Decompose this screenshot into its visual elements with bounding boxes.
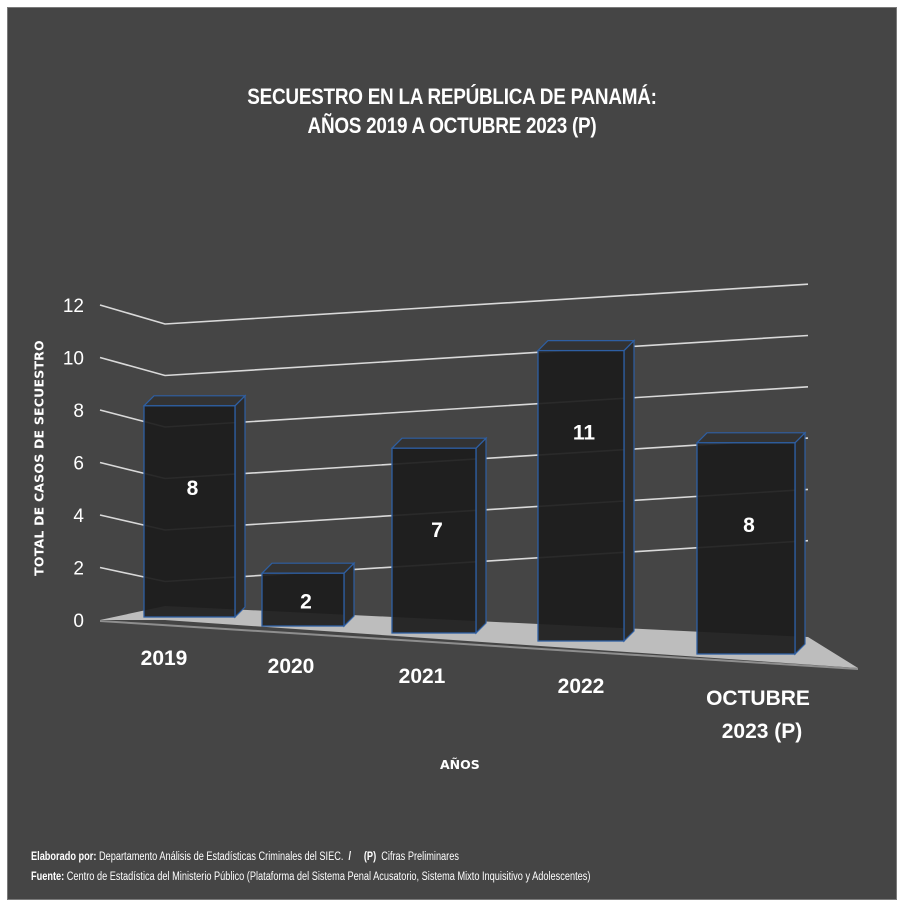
bar bbox=[261, 572, 345, 627]
y-tick-label: 6 bbox=[73, 454, 84, 475]
footer-preliminary-note: Cifras Preliminares bbox=[376, 851, 459, 863]
data-label: 8 bbox=[743, 514, 755, 537]
x-tick-label: 2019 bbox=[141, 647, 188, 670]
gridline bbox=[99, 334, 809, 377]
footer-credit-text: Departamento Análisis de Estadísticas Cr… bbox=[96, 851, 344, 863]
footer-source: Fuente: Centro de Estadística del Minist… bbox=[31, 871, 590, 883]
data-label: 11 bbox=[573, 422, 596, 445]
bars: 8 2 7 11 8 bbox=[142, 339, 807, 656]
x-tick-labels: 2019 2020 2021 2022 OCTUBRE 2023 (P) bbox=[141, 647, 810, 743]
data-label: 2 bbox=[300, 591, 312, 614]
y-tick-label: 2 bbox=[73, 559, 84, 580]
bar-side bbox=[343, 561, 355, 628]
bar bbox=[143, 405, 236, 618]
x-axis-label: AÑOS bbox=[440, 757, 480, 772]
footer-credit-label: Elaborado por: bbox=[31, 851, 97, 863]
data-label: 8 bbox=[187, 477, 199, 500]
chart-subtitle: AÑOS 2019 A OCTUBRE 2023 (P) bbox=[307, 113, 597, 138]
bar-side bbox=[475, 436, 487, 635]
bar bbox=[696, 442, 796, 655]
bar-top bbox=[260, 562, 356, 574]
footer-credit: Elaborado por: Departamento Análisis de … bbox=[31, 851, 459, 863]
y-tick-label: 0 bbox=[73, 611, 84, 632]
bar-2019: 8 bbox=[142, 394, 247, 619]
y-tick-label: 4 bbox=[73, 506, 84, 527]
bar-side bbox=[794, 431, 806, 656]
gridline bbox=[99, 283, 809, 325]
x-tick-label: 2021 bbox=[399, 665, 446, 688]
bar-side bbox=[623, 339, 635, 643]
y-tick-label: 12 bbox=[63, 296, 84, 317]
footer-preliminary-mark: (P) bbox=[363, 851, 377, 863]
bar bbox=[391, 447, 477, 634]
bar-2020: 2 bbox=[260, 561, 356, 628]
y-tick-label: 10 bbox=[63, 349, 84, 370]
footer-source-label: Fuente: bbox=[31, 871, 65, 883]
y-axis-label: TOTAL DE CASOS DE SECUESTRO bbox=[31, 340, 47, 576]
x-tick-label: 2022 bbox=[558, 675, 605, 698]
footer-source-text: Centro de Estadística del Ministerio Púb… bbox=[64, 871, 591, 883]
x-tick-label: OCTUBRE 2023 (P) bbox=[706, 687, 810, 743]
bar-top bbox=[142, 395, 247, 407]
footer-separator: / bbox=[343, 851, 364, 863]
chart-title: SECUESTRO EN LA REPÚBLICA DE PANAMÁ: bbox=[247, 84, 657, 109]
x-tick-label: 2020 bbox=[268, 655, 315, 678]
floor-edge bbox=[100, 620, 858, 670]
bar bbox=[537, 349, 625, 642]
y-tick-labels: 0 2 4 6 8 10 12 bbox=[63, 296, 85, 632]
bar-top bbox=[390, 437, 488, 449]
bar-2022: 11 bbox=[536, 339, 636, 643]
bar-side bbox=[234, 394, 246, 619]
bar-top bbox=[536, 340, 636, 352]
data-label: 7 bbox=[431, 519, 443, 542]
bar-top bbox=[695, 432, 807, 444]
bar-2021: 7 bbox=[390, 436, 488, 635]
y-tick-label: 8 bbox=[73, 401, 84, 422]
bar-octubre-2023-p-: 8 bbox=[695, 431, 807, 656]
